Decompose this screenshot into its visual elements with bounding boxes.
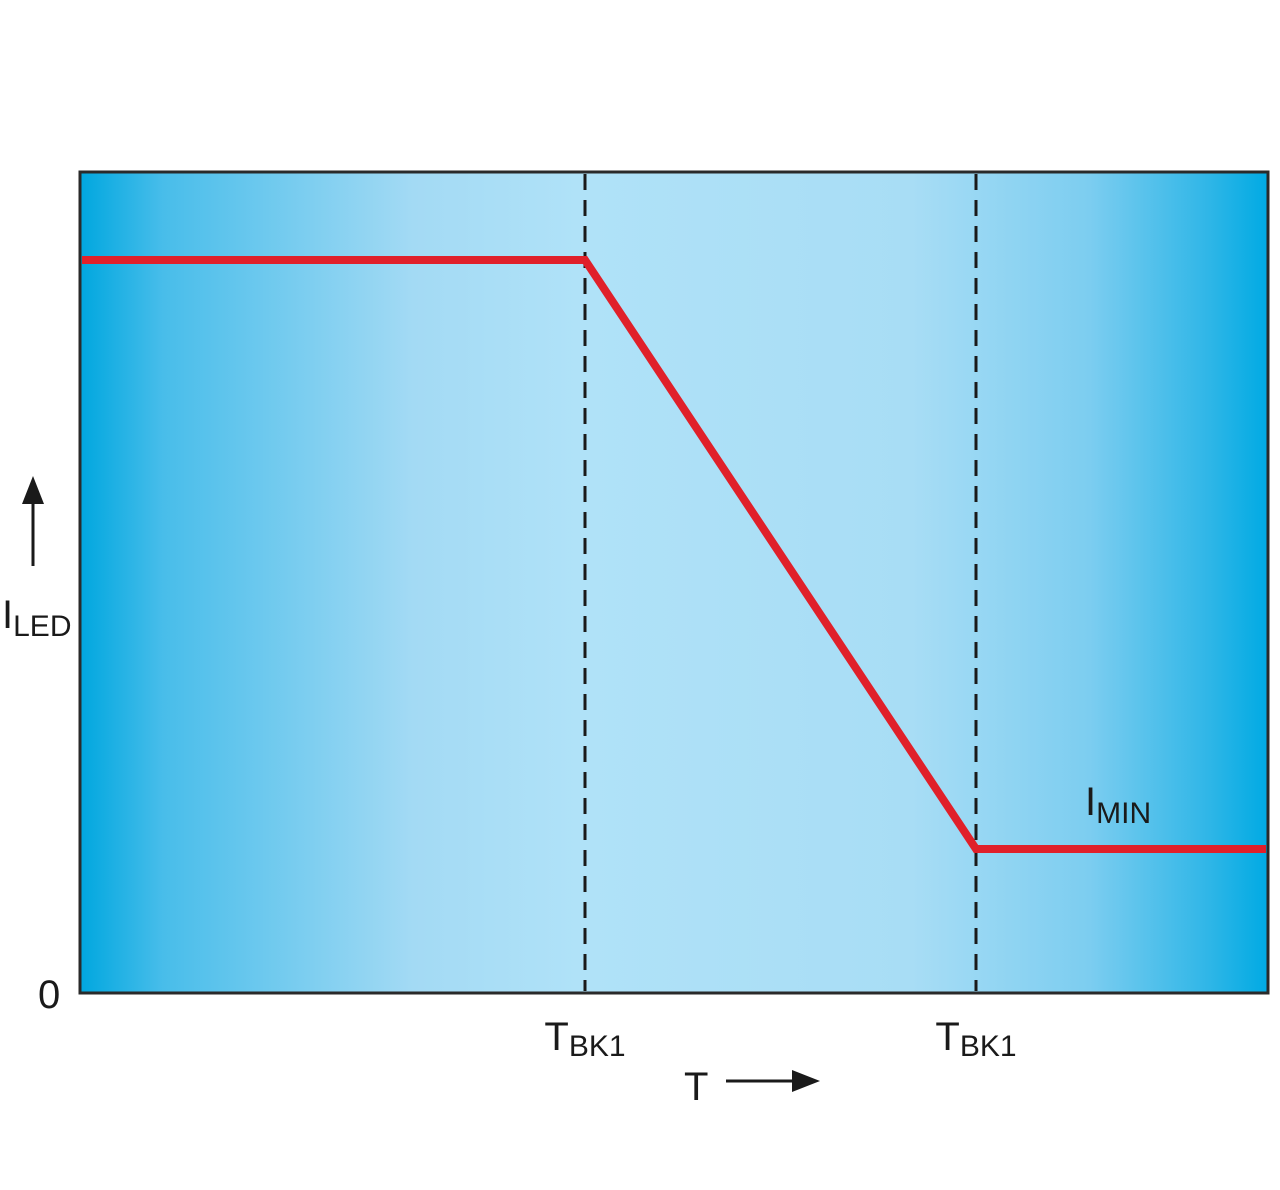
bp-main: T <box>935 1015 959 1059</box>
breakpoint-label: TBK1 <box>935 1015 1016 1063</box>
y-label-sub: LED <box>13 610 71 643</box>
bp-main: T <box>544 1015 568 1059</box>
plot-area <box>78 170 1270 995</box>
min-label: IMIN <box>1085 780 1151 830</box>
breakpoint-label: TBK1 <box>544 1015 625 1063</box>
x-axis-label: T <box>684 1065 708 1109</box>
bp-sub: BK1 <box>569 1030 626 1063</box>
bp-sub: BK1 <box>960 1030 1017 1063</box>
min-sub: MIN <box>1096 797 1151 830</box>
y-arrow-head <box>22 476 44 504</box>
current-curve <box>82 256 1266 853</box>
origin-label: 0 <box>38 973 60 1017</box>
y-axis-label: ILED <box>2 593 71 643</box>
min-main: I <box>1085 780 1096 824</box>
x-arrow-head <box>792 1070 820 1092</box>
y-label-main: I <box>2 593 13 637</box>
